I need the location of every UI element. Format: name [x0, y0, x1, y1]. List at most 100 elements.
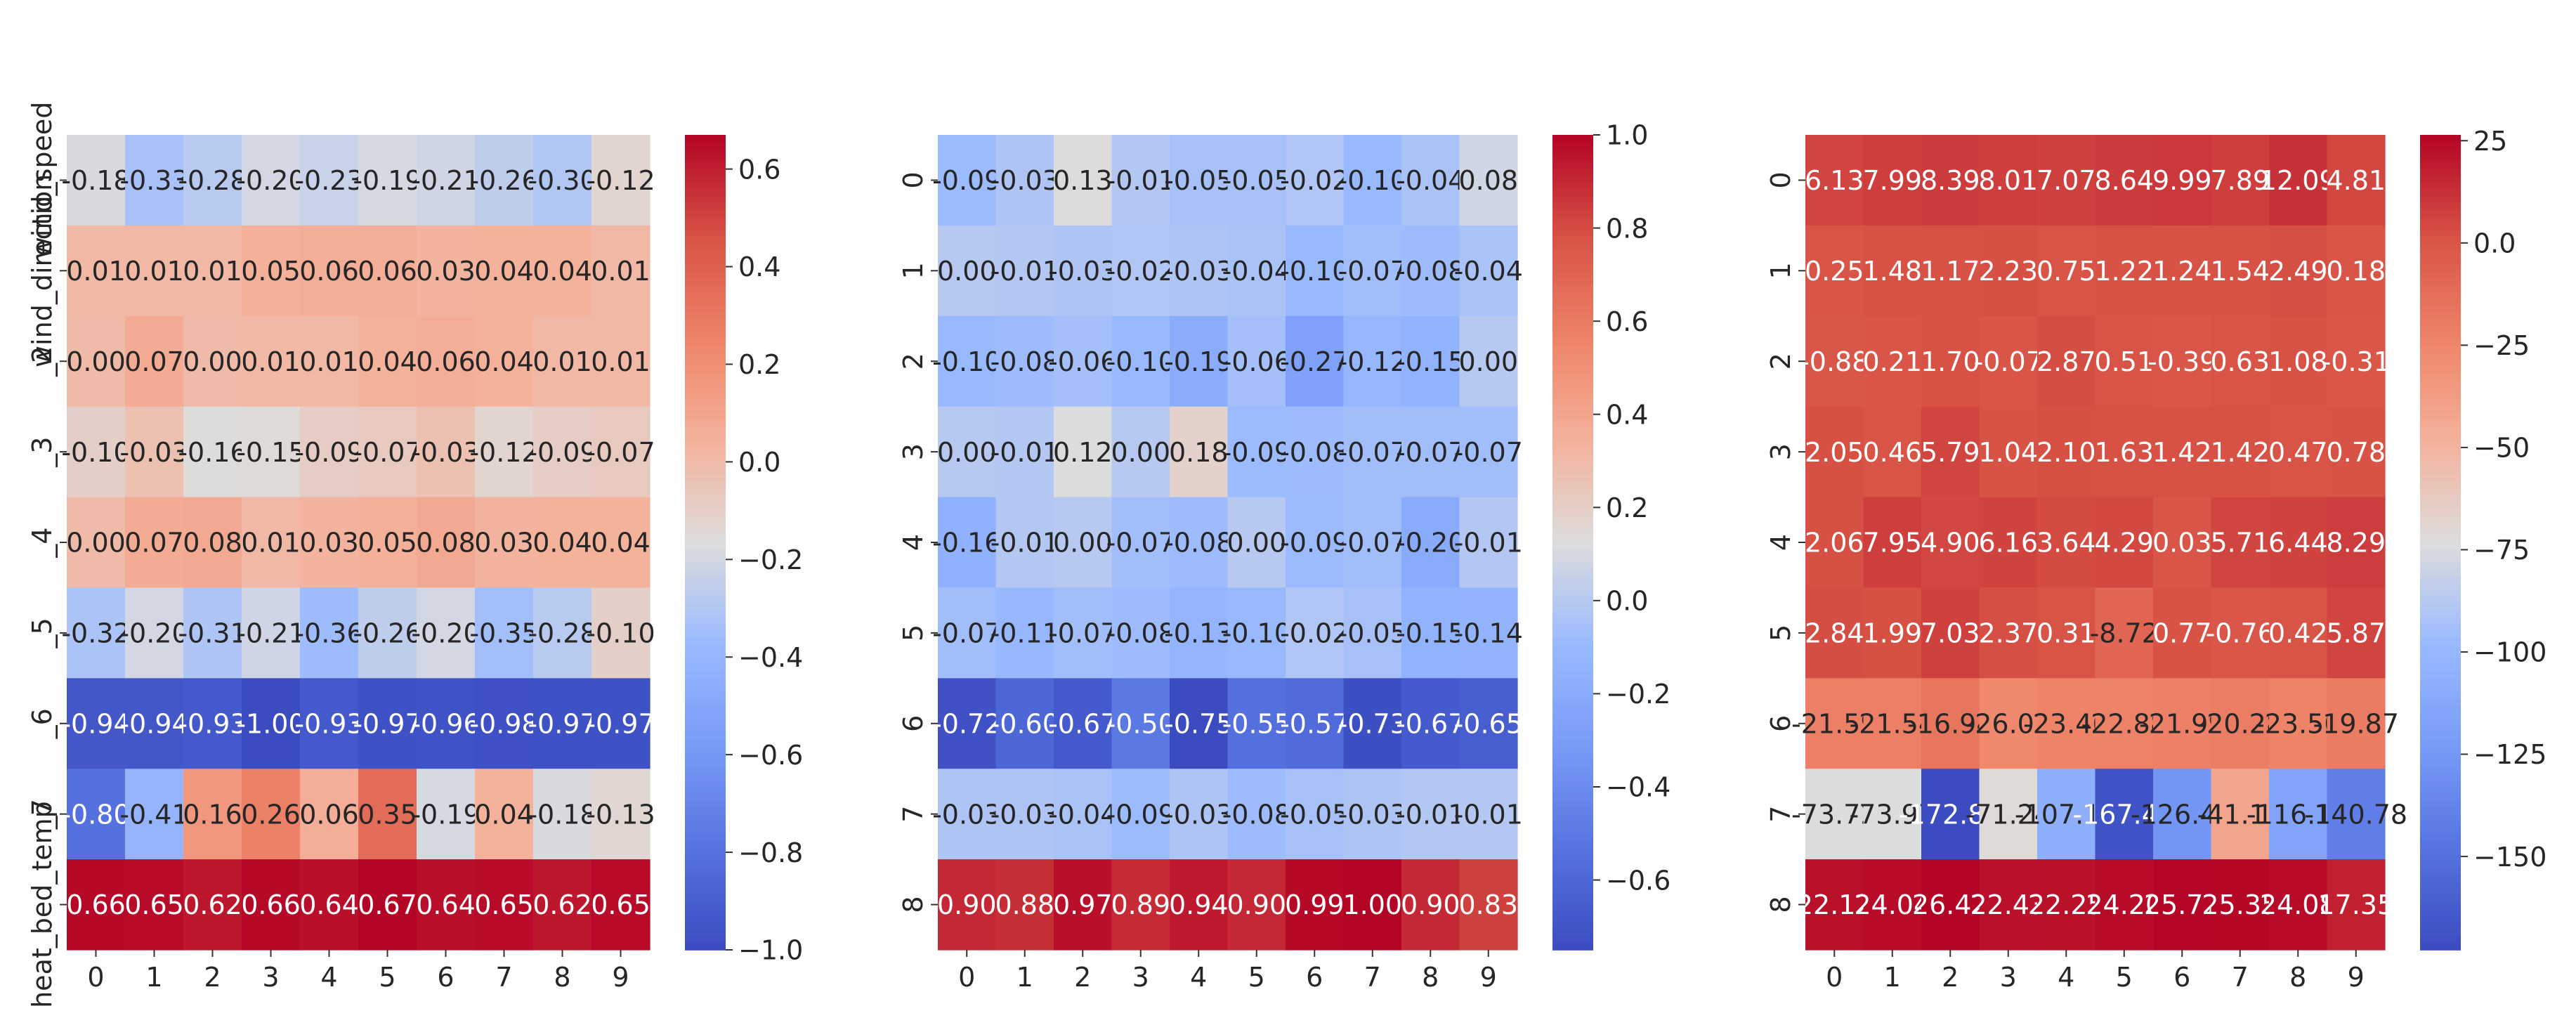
colorbar-segment	[1552, 495, 1593, 502]
cell-value-label: -73.72	[1791, 799, 1878, 830]
heatmap-cell	[2269, 497, 2328, 589]
colorbar-segment	[1552, 379, 1593, 387]
heatmap-cell	[1863, 587, 1922, 679]
cell-value-label: 0.66	[241, 889, 301, 920]
cell-value-label: -41.11	[2197, 799, 2284, 830]
heatmap-cell	[125, 678, 184, 769]
cell-value-label: 0.77	[2152, 618, 2212, 649]
cell-value-label: 2.49	[2268, 256, 2328, 287]
cell-value-label: -0.09	[528, 437, 596, 468]
y-tick-label: _2	[27, 346, 58, 377]
colorbar-segment	[1552, 936, 1593, 944]
colorbar-segment	[2420, 807, 2461, 815]
heatmap-cell	[533, 587, 592, 679]
heatmap-cell	[183, 497, 242, 589]
heatmap-cell	[1343, 406, 1402, 498]
y-tick-label: _6	[27, 708, 58, 739]
cell-value-label: -0.07	[586, 437, 655, 468]
heatmap-cell	[2269, 678, 2328, 769]
colorbar-segment	[685, 196, 726, 204]
heatmap-cell	[1170, 225, 1229, 317]
heatmap-cell	[1111, 225, 1170, 317]
cell-value-label: 5.79	[1921, 437, 1980, 468]
cell-value-label: 0.04	[591, 528, 650, 559]
cell-value-label: -0.75	[1164, 708, 1233, 739]
cell-value-label: -0.07	[1396, 437, 1465, 468]
cell-value-label: -0.10	[61, 437, 130, 468]
colorbar-segment	[2420, 773, 2461, 781]
cell-value-label: -0.10	[1280, 256, 1349, 287]
cell-value-label: -0.33	[119, 165, 188, 196]
heatmap-cell	[358, 406, 417, 498]
colorbar-segment	[685, 637, 726, 645]
colorbar-segment	[1552, 882, 1593, 889]
heatmap-cell	[1863, 135, 1922, 226]
colorbar-segment	[2420, 441, 2461, 448]
cell-value-label: 0.89	[1111, 889, 1170, 920]
heatmap-cell	[358, 587, 417, 679]
cell-value-label: 1.42	[2152, 437, 2212, 468]
cell-value-label: 0.08	[183, 528, 242, 559]
heatmap-1: -0.18-0.33-0.28-0.20-0.23-0.19-0.21-0.26…	[27, 102, 803, 1008]
colorbar-segment	[2420, 291, 2461, 299]
colorbar-segment	[2420, 549, 2461, 557]
cell-value-label: -0.09	[932, 165, 1001, 196]
heatmap-cell	[1286, 135, 1345, 226]
colorbar-segment	[685, 814, 726, 822]
cell-value-label: -0.23	[294, 165, 363, 196]
y-tick-label: 7	[898, 806, 929, 823]
colorbar-segment	[685, 406, 726, 415]
y-tick-label: 5	[1765, 625, 1796, 641]
colorbar-segment	[2420, 535, 2461, 543]
heatmap-cell	[67, 587, 126, 679]
heatmap-cell	[1401, 497, 1460, 589]
colorbar-segment	[2420, 943, 2461, 951]
y-tick-label: 8	[1765, 896, 1796, 913]
heatmap-cell	[2095, 497, 2154, 589]
colorbar-tick-label: −50	[2473, 433, 2530, 464]
colorbar-segment	[1552, 325, 1593, 333]
cell-value-label: -0.18	[528, 799, 596, 830]
colorbar-segment	[685, 556, 726, 563]
heatmap-cell	[1054, 225, 1113, 317]
colorbar-segment	[685, 528, 726, 537]
colorbar-segment	[1552, 773, 1593, 781]
colorbar-segment	[685, 773, 726, 781]
cell-value-label: -0.57	[1280, 708, 1349, 739]
colorbar-segment	[2420, 861, 2461, 869]
colorbar-segment	[2420, 257, 2461, 265]
cell-value-label: 1.08	[2268, 346, 2328, 377]
heatmap-cell	[1401, 135, 1460, 226]
cell-value-label: 0.65	[591, 889, 650, 920]
heatmap-cell	[300, 859, 359, 951]
heatmap-cell	[2211, 678, 2270, 769]
colorbar-segment	[1552, 766, 1593, 774]
cell-value-label: 25.77	[2144, 889, 2221, 920]
y-tick-label: 7	[1765, 806, 1796, 823]
cell-value-label: 8.01	[1978, 165, 2038, 196]
colorbar-tick-label: −100	[2473, 637, 2546, 668]
colorbar-segment	[1552, 243, 1593, 252]
x-tick-label: 6	[437, 962, 454, 993]
colorbar-segment	[685, 549, 726, 557]
colorbar-tick-label: −0.2	[1606, 679, 1671, 710]
cell-value-label: 6.13	[1805, 165, 1864, 196]
heatmap-cell	[2095, 769, 2154, 860]
colorbar-segment	[2420, 814, 2461, 822]
heatmap-cell	[1805, 406, 1864, 498]
colorbar-segment	[1552, 406, 1593, 415]
heatmap-cell	[1863, 406, 1922, 498]
cell-value-label: 0.99	[1285, 889, 1345, 920]
colorbar-segment	[685, 671, 726, 679]
heatmap-cell	[475, 769, 534, 860]
heatmap-cell	[2269, 587, 2328, 679]
cell-value-label: -0.01	[990, 437, 1059, 468]
cell-value-label: -0.12	[586, 165, 655, 196]
heatmap-cell	[2037, 587, 2096, 679]
cell-value-label: -0.76	[2206, 618, 2275, 649]
cell-value-label: 8.39	[1921, 165, 1980, 196]
colorbar-segment	[685, 515, 726, 523]
cell-value-label: 0.03	[2152, 528, 2212, 559]
cell-value-label: 0.46	[1862, 437, 1922, 468]
heatmap-cell	[2037, 135, 2096, 226]
